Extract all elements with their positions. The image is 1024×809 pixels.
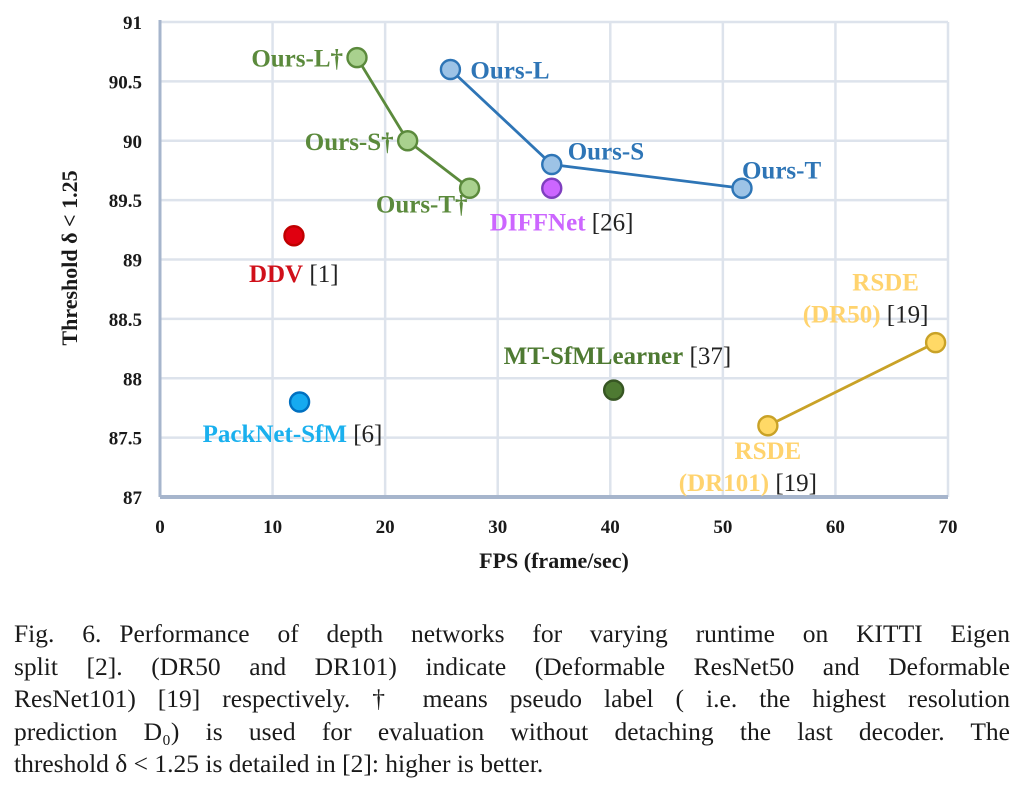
data-point [757, 415, 779, 437]
fps-vs-threshold-chart: 87 87.5 88 88.5 89 89.5 90 90.5 91 0 10 20 30 40 50 60… [57, 13, 958, 573]
point-label: Ours-S [568, 139, 644, 166]
x-tick-label: 70 [939, 517, 958, 538]
point-label: DDV [1] [249, 261, 339, 288]
data-point [541, 153, 563, 176]
y-tick-label: 88 [123, 369, 142, 390]
point-label: Ours-T [742, 157, 822, 184]
caption-line: threshold δ < 1.25 is detailed in [2]: h… [14, 749, 544, 778]
data-point [288, 391, 311, 413]
axes [158, 20, 948, 499]
point-label: RSDE (DR50) [19] [803, 270, 929, 329]
data-point [541, 177, 563, 199]
point-label: Ours-T† [376, 191, 468, 218]
point-label: PackNet-SfM [6] [203, 421, 383, 448]
y-tick-label: 87 [123, 488, 143, 509]
point-labels: Ours-L† Ours-S† Ours-T† Ours-L Ours-S Ours-T D… [203, 46, 929, 497]
data-point [396, 130, 419, 152]
caption-line: split [2]. (DR50 and DR101) indicate (De… [14, 651, 1010, 681]
x-tick-labels: 0 10 20 30 40 50 60 70 [155, 517, 957, 538]
x-tick-label: 30 [488, 517, 507, 538]
y-tick-label: 89.5 [109, 191, 142, 212]
point-label: Ours-L† [251, 46, 343, 73]
point-label: MT-SfMLearner [37] [504, 343, 731, 370]
point-label: Ours-L [470, 58, 549, 85]
data-point [439, 58, 462, 81]
x-tick-label: 40 [601, 517, 620, 538]
data-point [346, 46, 368, 69]
y-tick-label: 87.5 [109, 429, 142, 450]
caption-line: prediction D₀) is used for evaluation wi… [14, 716, 1010, 746]
y-tick-label: 89 [123, 251, 142, 272]
data-point [924, 331, 947, 354]
data-point [731, 177, 753, 199]
y-tick-label: 90 [123, 132, 142, 153]
data-points [283, 46, 947, 437]
figure-caption: Fig. 6. Performance of depth networks for… [14, 618, 1010, 781]
y-tick-label: 90.5 [109, 72, 142, 93]
grid [160, 20, 950, 497]
x-axis-title: FPS (frame/sec) [479, 548, 629, 573]
caption-line: Fig. 6. Performance of depth networks for… [14, 619, 1010, 648]
x-tick-label: 0 [155, 517, 165, 538]
x-tick-label: 10 [263, 517, 282, 538]
point-label: DIFFNet [26] [490, 209, 634, 236]
series-line [767, 341, 937, 428]
y-axis-title: Threshold δ < 1.25 [57, 170, 82, 345]
point-label: Ours-S† [305, 129, 394, 156]
series-lines [355, 56, 937, 428]
y-tick-labels: 87 87.5 88 88.5 89 89.5 90 90.5 91 [109, 13, 143, 509]
x-tick-label: 50 [713, 517, 732, 538]
series-line [449, 68, 743, 190]
figure-number: Fig. 6. [14, 619, 102, 648]
y-tick-label: 91 [123, 13, 142, 34]
data-point [602, 379, 625, 401]
caption-line: ResNet101) [19] respectively. † means ps… [14, 684, 1010, 713]
x-tick-label: 60 [826, 517, 845, 538]
data-point [458, 177, 481, 199]
data-point [283, 225, 305, 247]
point-label: RSDE (DR101) [19] [679, 438, 817, 497]
y-tick-label: 88.5 [109, 310, 142, 331]
x-tick-label: 20 [376, 517, 395, 538]
